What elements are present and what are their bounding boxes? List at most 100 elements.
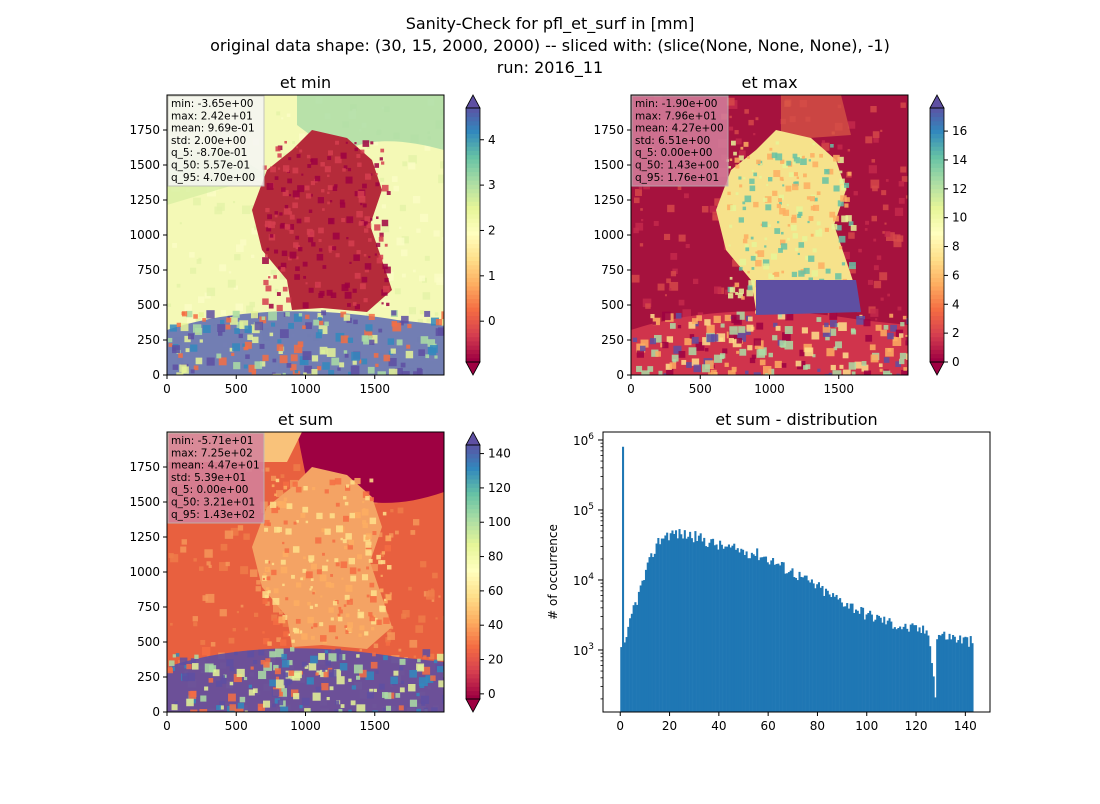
histogram-bar	[844, 606, 847, 712]
histogram-bar	[969, 636, 972, 712]
histogram-bar	[892, 628, 895, 712]
histogram-bar	[890, 621, 893, 712]
histogram-bar	[899, 626, 902, 712]
histogram-bar	[830, 597, 833, 712]
histogram-bar	[673, 533, 676, 712]
histogram-bar	[726, 546, 729, 712]
histogram-bar	[939, 635, 942, 712]
histogram-bar	[927, 635, 930, 712]
colorbar-tick-label: 40	[488, 618, 503, 632]
histogram-bar	[768, 564, 771, 712]
histogram-bar	[826, 590, 829, 712]
histogram-bar	[966, 637, 969, 712]
histogram-bar	[893, 627, 896, 712]
histogram-bar	[715, 544, 718, 712]
suptitle-line1: Sanity-Check for pfl_et_surf in [mm]	[406, 14, 695, 34]
y-tick-label: 1750	[593, 123, 624, 137]
histogram-bar	[708, 542, 711, 712]
histogram-bar	[906, 628, 909, 712]
histogram-bar	[807, 580, 810, 712]
histogram-bar	[854, 609, 858, 712]
histogram-bar	[766, 562, 769, 712]
histogram-bar	[849, 603, 852, 712]
histogram-bar	[909, 624, 912, 712]
histogram-bar	[812, 583, 815, 712]
histogram-bar	[787, 572, 790, 712]
x-tick-label: 1500	[359, 382, 390, 396]
histogram-bar	[740, 548, 743, 712]
colorbar: 0 20 40 60 80 100 120 140	[465, 431, 511, 713]
histogram-bar	[646, 562, 649, 712]
y-tick-label: 1250	[129, 193, 160, 207]
histogram-bar	[745, 551, 748, 712]
stats-line: min: -3.65e+00	[171, 98, 253, 110]
histogram-bar	[819, 587, 822, 712]
colorbar-tick-label: 2	[488, 223, 496, 237]
x-tick-label: 1000	[290, 382, 321, 396]
histogram-bar	[863, 619, 866, 712]
histogram-bar	[955, 642, 958, 712]
histogram-bar	[817, 582, 820, 712]
y-tick-label: 103	[573, 642, 594, 658]
y-tick-label: 104	[573, 572, 594, 588]
y-tick-label: 1250	[129, 530, 160, 544]
histogram-bar	[704, 546, 708, 712]
histogram-bar	[786, 573, 789, 712]
colorbar: 0 1 2 3 4	[465, 94, 496, 376]
stats-line: q_95: 1.76e+01	[635, 172, 719, 184]
stats-line: std: 2.00e+00	[171, 135, 246, 147]
colorbar-tick-label: 14	[952, 153, 967, 167]
axes-frame	[602, 431, 991, 713]
histogram-bar	[694, 531, 697, 712]
colorbar-tick-label: 16	[952, 124, 967, 138]
histogram-bar	[763, 556, 766, 712]
suptitle-line2: original data shape: (30, 15, 2000, 2000…	[210, 36, 890, 55]
y-tick-label: 0	[152, 705, 160, 719]
histogram-bar	[877, 615, 880, 712]
histogram-bar	[622, 446, 625, 712]
histogram-bar	[720, 544, 723, 712]
histogram-bar	[653, 553, 656, 712]
histogram-bar	[754, 555, 757, 712]
histogram-bar	[627, 626, 630, 712]
histogram-bar	[922, 625, 925, 712]
stats-line: std: 6.51e+00	[635, 135, 710, 147]
x-tick-label: 0	[163, 382, 171, 396]
histogram-bar	[789, 570, 792, 712]
histogram-bar	[842, 606, 845, 712]
histogram-bar	[879, 617, 882, 712]
histogram-bar	[883, 616, 886, 712]
histogram-bar	[666, 532, 669, 712]
histogram-bar	[900, 629, 903, 712]
colorbar-frame	[465, 444, 481, 700]
histogram-bar	[835, 594, 838, 712]
y-tick-label: 1000	[129, 565, 160, 579]
histogram-bar	[773, 564, 776, 712]
histogram-bar	[676, 538, 679, 712]
histogram-bar	[923, 633, 926, 712]
y-tick-label: 750	[137, 263, 160, 277]
histogram-bar	[886, 620, 889, 712]
histogram-bar	[664, 535, 667, 712]
y-tick-label: 0	[152, 368, 160, 382]
colorbar-tick-label: 4	[488, 133, 496, 147]
histogram-bar	[869, 610, 872, 712]
histogram-bar	[823, 595, 826, 712]
y-tick-label: 1500	[129, 158, 160, 172]
histogram-bar	[798, 571, 801, 712]
histogram-bar	[650, 553, 653, 712]
histogram-bar	[683, 530, 686, 712]
y-tick-label: 750	[601, 263, 624, 277]
histogram-bar	[832, 593, 835, 712]
histogram-bar	[916, 631, 919, 712]
histogram-bar	[757, 560, 760, 712]
histogram-bar	[964, 636, 967, 712]
histogram-bar	[625, 637, 628, 712]
histogram-bar	[872, 621, 875, 712]
histogram-bar	[729, 547, 732, 712]
y-tick-label: 1750	[129, 460, 160, 474]
x-tick-label: 40	[711, 719, 726, 733]
histogram-bar	[793, 577, 796, 712]
histogram-bar	[629, 618, 632, 712]
histogram-bar	[925, 630, 928, 712]
